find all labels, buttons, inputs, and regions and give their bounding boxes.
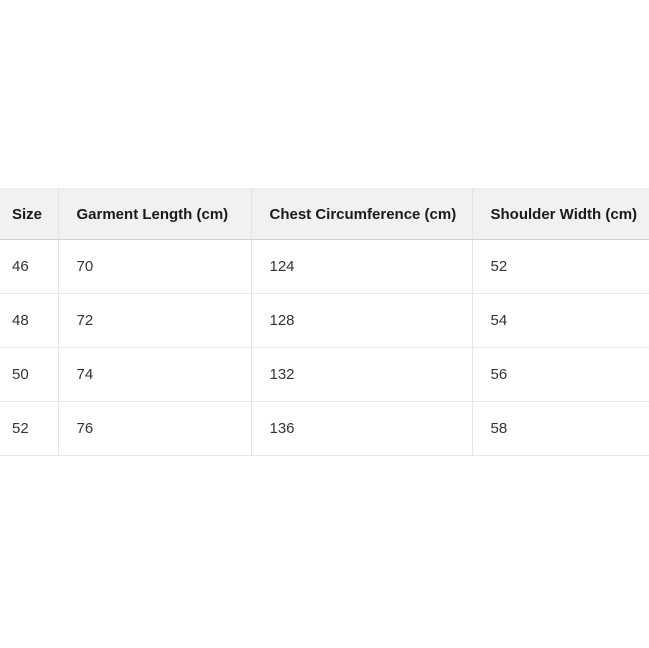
table-cell: 54 xyxy=(472,293,649,348)
size-chart-table: Size Garment Length (cm) Chest Circumferen… xyxy=(0,188,649,456)
table-cell: 46 xyxy=(0,239,59,294)
table-row: 46 70 124 52 xyxy=(0,239,649,294)
table-cell: 76 xyxy=(58,401,252,456)
table-cell: 48 xyxy=(0,293,59,348)
header-row: Size Garment Length (cm) Chest Circumferen… xyxy=(0,188,649,240)
table-row: 52 76 136 58 xyxy=(0,401,649,456)
table-cell: 52 xyxy=(0,401,59,456)
table-cell: 72 xyxy=(58,293,252,348)
column-header: Size xyxy=(0,188,59,240)
table-cell: 56 xyxy=(472,347,649,402)
table-row: 48 72 128 54 xyxy=(0,293,649,348)
table-cell: 124 xyxy=(251,239,473,294)
table-cell: 70 xyxy=(58,239,252,294)
table-body: 46 70 124 52 48 72 128 54 50 74 132 56 52 76 136 58 xyxy=(0,239,649,456)
column-header: Garment Length (cm) xyxy=(58,188,252,240)
table-cell: 58 xyxy=(472,401,649,456)
table-cell: 128 xyxy=(251,293,473,348)
table-cell: 50 xyxy=(0,347,59,402)
table-row: 50 74 132 56 xyxy=(0,347,649,402)
column-header: Shoulder Width (cm) xyxy=(472,188,649,240)
table-cell: 74 xyxy=(58,347,252,402)
table-cell: 52 xyxy=(472,239,649,294)
column-header: Chest Circumference (cm) xyxy=(251,188,473,240)
table-cell: 132 xyxy=(251,347,473,402)
size-chart-container: Size Garment Length (cm) Chest Circumferen… xyxy=(0,188,649,456)
table-head: Size Garment Length (cm) Chest Circumferen… xyxy=(0,188,649,240)
table-cell: 136 xyxy=(251,401,473,456)
